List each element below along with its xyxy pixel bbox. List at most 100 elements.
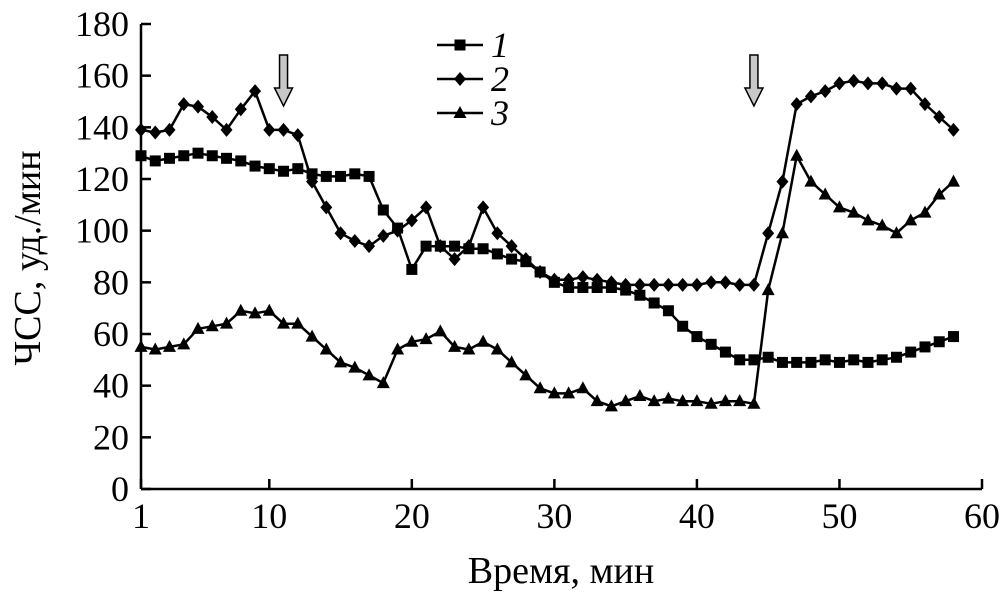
data-point-1: [848, 354, 860, 366]
series-line-1: [140, 151, 954, 364]
data-point-1: [363, 170, 375, 182]
data-point-2: [904, 81, 917, 96]
y-tick-label: 60: [93, 314, 129, 354]
data-point-2: [576, 270, 589, 285]
data-point-3: [946, 174, 960, 187]
data-point-1: [819, 354, 831, 366]
data-point-2: [334, 226, 347, 241]
data-point-1: [249, 160, 261, 172]
data-point-1: [135, 150, 147, 162]
data-point-1: [933, 336, 945, 348]
data-point-3: [619, 394, 633, 407]
x-tick-label: 60: [964, 496, 1000, 536]
data-point-3: [291, 316, 305, 329]
data-point-1: [677, 320, 689, 332]
data-point-3: [191, 321, 205, 334]
data-point-2: [705, 275, 718, 290]
data-point-2: [348, 234, 361, 248]
x-tick-label: 50: [821, 496, 857, 536]
data-point-3: [476, 334, 490, 347]
data-point-2: [890, 81, 903, 96]
x-tick-label: 10: [251, 496, 287, 536]
down-arrow-icon: [743, 54, 765, 108]
data-point-1: [192, 147, 204, 159]
data-point-3: [790, 148, 804, 161]
data-point-1: [876, 354, 888, 366]
data-point-2: [462, 239, 475, 254]
data-point-1: [805, 356, 817, 368]
data-point-2: [605, 275, 618, 290]
data-point-2: [790, 97, 803, 112]
data-point-2: [648, 277, 661, 292]
data-point-1: [320, 170, 332, 182]
data-point-2: [633, 277, 646, 292]
data-point-1: [420, 240, 432, 252]
data-point-3: [177, 337, 191, 350]
data-point-1: [719, 346, 731, 358]
data-point-3: [847, 205, 861, 218]
data-point-3: [248, 306, 262, 319]
legend-item-3: 3: [437, 93, 509, 133]
data-point-3: [405, 334, 419, 347]
data-point-2: [420, 200, 433, 215]
legend-item-2: 2: [437, 59, 509, 99]
data-point-2: [163, 122, 176, 137]
data-point-1: [406, 263, 418, 275]
data-point-3: [220, 316, 234, 329]
data-point-2: [234, 102, 247, 117]
series-3: [134, 148, 960, 412]
data-point-2: [819, 84, 832, 99]
data-point-2: [804, 89, 817, 104]
data-point-2: [149, 125, 162, 140]
x-tick-label: 30: [536, 496, 572, 536]
x-tick-label: 1: [132, 496, 150, 536]
data-point-3: [376, 376, 390, 389]
data-point-3: [533, 381, 547, 394]
data-point-3: [433, 324, 447, 337]
data-point-1: [662, 305, 674, 317]
data-point-2: [947, 122, 960, 137]
y-tick-label: 0: [111, 469, 129, 509]
data-point-2: [690, 277, 703, 292]
series-line-2: [140, 79, 955, 287]
legend-label: 2: [491, 59, 509, 99]
data-point-3: [904, 213, 918, 226]
data-point-2: [548, 272, 561, 287]
data-point-3: [419, 332, 433, 345]
x-tick-label: 20: [394, 496, 430, 536]
data-point-3: [562, 386, 576, 399]
data-point-1: [164, 152, 176, 164]
y-tick-label: 40: [93, 366, 129, 406]
data-point-3: [818, 187, 832, 200]
data-point-1: [833, 356, 845, 368]
data-point-1: [563, 282, 575, 293]
data-point-3: [875, 218, 889, 231]
y-tick-label: 160: [75, 56, 129, 96]
data-point-3: [448, 339, 462, 352]
data-point-1: [206, 150, 218, 162]
y-tick-label: 140: [75, 107, 129, 147]
data-point-2: [733, 277, 746, 292]
data-point-1: [691, 331, 703, 343]
data-point-3: [775, 226, 789, 239]
data-point-2: [491, 226, 504, 241]
data-point-1: [335, 170, 347, 182]
y-tick-label: 180: [75, 4, 129, 44]
data-point-3: [676, 394, 690, 407]
x-tick-label: 40: [679, 496, 715, 536]
data-point-3: [262, 303, 276, 316]
data-point-2: [477, 200, 490, 215]
legend-marker-2: [454, 72, 466, 86]
data-point-3: [761, 283, 775, 296]
y-tick-label: 80: [93, 262, 129, 302]
data-point-2: [562, 272, 575, 287]
data-point-2: [306, 174, 319, 189]
data-point-3: [505, 355, 519, 368]
data-point-1: [762, 351, 774, 363]
data-point-3: [490, 342, 504, 355]
legend-label: 1: [491, 25, 509, 65]
data-point-3: [633, 389, 647, 401]
data-point-3: [889, 226, 903, 239]
data-point-3: [832, 200, 846, 213]
data-point-1: [149, 155, 161, 167]
